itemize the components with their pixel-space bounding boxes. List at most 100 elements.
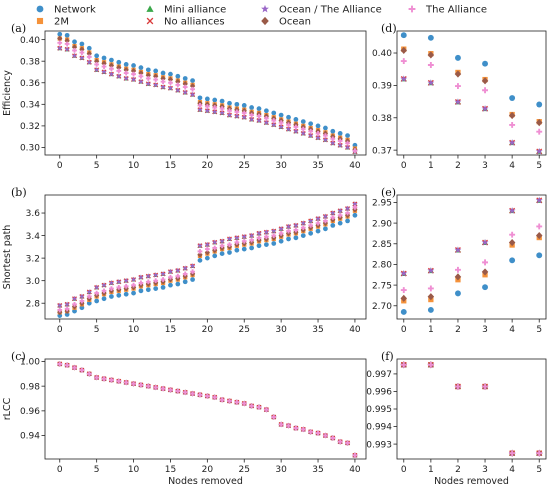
data-point — [86, 371, 92, 377]
data-point — [108, 62, 115, 69]
data-point — [86, 294, 92, 299]
data-point — [256, 235, 262, 241]
data-point — [248, 232, 255, 238]
data-point — [330, 215, 336, 220]
data-point — [427, 267, 435, 274]
data-point — [256, 230, 262, 236]
data-point — [101, 60, 107, 67]
data-point — [278, 238, 284, 244]
data-point — [72, 301, 77, 307]
data-point — [64, 46, 70, 52]
data-point — [219, 110, 225, 116]
series-ocean-the-alliance — [57, 201, 358, 308]
y-tick-label: 2.75 — [372, 281, 392, 291]
data-point — [101, 64, 107, 69]
x-tick-label: 2 — [455, 325, 461, 335]
data-point — [427, 34, 434, 41]
data-point — [190, 391, 195, 396]
data-point — [508, 111, 516, 120]
x-tick-label: 3 — [482, 325, 488, 335]
data-point — [278, 112, 284, 118]
data-point — [278, 230, 284, 236]
data-point — [197, 248, 203, 254]
data-point — [427, 306, 434, 313]
data-point — [241, 233, 247, 240]
data-point — [211, 108, 218, 115]
data-point — [79, 55, 85, 61]
data-point — [427, 62, 434, 68]
x-tick-label: 5 — [536, 161, 542, 171]
data-point — [204, 249, 210, 256]
y-tick-label: 0.995 — [366, 405, 392, 415]
data-point — [168, 387, 173, 393]
data-point — [189, 83, 196, 89]
y-tick-label: 0.98 — [20, 382, 40, 392]
legend-marker-mini-alliance — [146, 5, 154, 12]
x-tick-label: 30 — [275, 161, 287, 171]
x-tick-label: 15 — [165, 465, 176, 475]
data-point — [271, 241, 277, 246]
data-point — [160, 386, 166, 392]
data-point — [315, 228, 321, 234]
data-point — [64, 37, 70, 44]
data-point — [116, 64, 122, 71]
panel-e: 0 1 2 3 4 5 2.70 2.75 2.80 2.85 2.90 2.95(e) — [372, 186, 547, 335]
data-point — [256, 117, 262, 123]
data-point — [427, 51, 435, 59]
data-point — [153, 68, 159, 74]
data-point — [345, 140, 350, 146]
data-point — [190, 86, 195, 92]
data-point — [160, 285, 166, 290]
data-point — [308, 128, 314, 134]
y-tick-label: 0.96 — [20, 407, 40, 417]
data-point — [315, 123, 321, 129]
data-point — [455, 383, 461, 390]
data-point — [300, 233, 306, 238]
data-point — [271, 121, 277, 128]
y-tick-label: 0.34 — [20, 101, 40, 111]
data-point — [278, 422, 284, 427]
data-point — [204, 393, 210, 399]
data-point — [315, 131, 321, 136]
data-point — [86, 54, 92, 60]
data-point — [190, 277, 195, 282]
data-point — [197, 258, 203, 263]
data-point — [400, 75, 408, 82]
y-tick-label: 0.36 — [20, 79, 40, 89]
y-tick-label: 1.00 — [20, 358, 40, 368]
data-point — [286, 423, 291, 429]
legend-entry-network: Network — [36, 5, 96, 16]
y-axis-label: rLCC — [2, 397, 13, 420]
legend-entry-2m: 2M — [36, 17, 69, 28]
data-point — [285, 223, 292, 229]
data-point — [219, 243, 225, 249]
y-tick-label: 3.4 — [26, 232, 41, 242]
data-point — [145, 72, 151, 79]
data-point — [481, 77, 489, 85]
data-point — [264, 115, 269, 121]
series-ocean — [400, 231, 543, 302]
data-point — [130, 76, 137, 82]
data-point — [64, 41, 70, 47]
data-point — [293, 235, 299, 241]
data-point — [153, 385, 159, 390]
data-point — [455, 54, 461, 61]
data-point — [454, 70, 462, 78]
x-tick-label: 5 — [536, 465, 542, 475]
data-point — [94, 290, 100, 296]
legend-label-2m: 2M — [54, 17, 69, 28]
data-point — [167, 85, 174, 91]
data-point — [182, 265, 188, 271]
data-point — [241, 238, 247, 244]
data-point — [212, 253, 218, 259]
data-point — [204, 104, 210, 109]
data-point — [256, 113, 262, 119]
data-point — [234, 399, 240, 405]
data-point — [182, 271, 188, 277]
data-point — [509, 121, 516, 128]
data-point — [145, 67, 151, 73]
x-tick-label: 0 — [57, 325, 63, 335]
legend-marker-ocean — [261, 16, 269, 26]
data-point — [323, 133, 328, 138]
